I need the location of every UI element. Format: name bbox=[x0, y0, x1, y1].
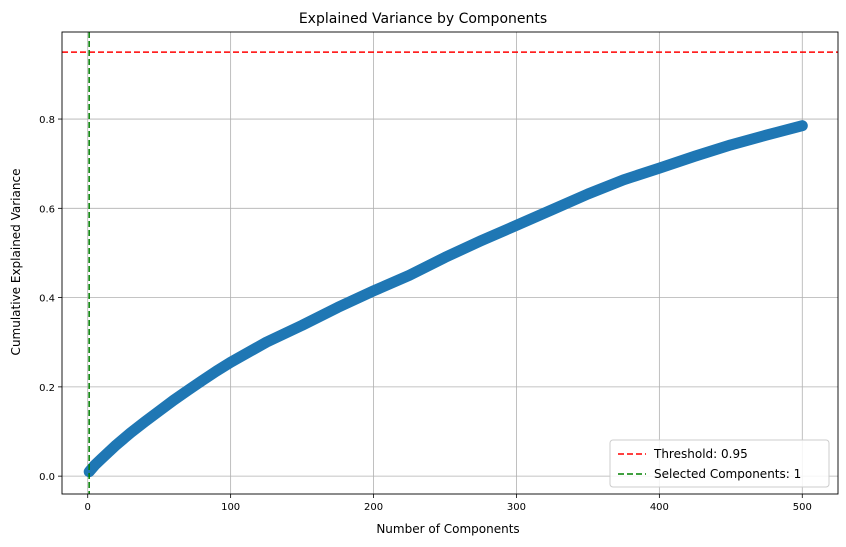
data-point bbox=[475, 235, 486, 246]
data-point bbox=[261, 337, 272, 348]
ticks: 0 100 200 300 400 500 0.0 0.2 0.4 0.6 0.8 bbox=[39, 115, 812, 513]
data-point bbox=[690, 151, 701, 162]
data-point bbox=[511, 220, 522, 231]
data-point bbox=[654, 163, 665, 174]
data-point bbox=[168, 395, 179, 406]
x-tick-label: 400 bbox=[650, 502, 669, 513]
data-point bbox=[139, 416, 150, 427]
data-point bbox=[761, 130, 772, 141]
legend-label: Threshold: 0.95 bbox=[653, 447, 748, 461]
x-tick-label: 0 bbox=[85, 502, 91, 513]
series-line bbox=[83, 120, 808, 478]
data-point bbox=[211, 366, 222, 377]
x-tick-label: 300 bbox=[507, 502, 526, 513]
data-point bbox=[125, 427, 136, 438]
data-point bbox=[404, 270, 415, 281]
x-tick-label: 100 bbox=[221, 502, 240, 513]
data-point bbox=[225, 357, 236, 368]
data-point bbox=[439, 252, 450, 263]
data-point bbox=[368, 285, 379, 296]
x-tick-label: 500 bbox=[793, 502, 812, 513]
data-point bbox=[154, 405, 165, 416]
data-point bbox=[618, 174, 629, 185]
y-tick-label: 0.4 bbox=[39, 294, 55, 305]
data-point bbox=[725, 139, 736, 150]
data-point bbox=[97, 453, 108, 464]
x-tick-label: 200 bbox=[364, 502, 383, 513]
chart-title: Explained Variance by Components bbox=[299, 11, 547, 27]
plot-frame bbox=[61, 31, 839, 495]
data-point bbox=[89, 459, 100, 470]
y-tick-label: 0.0 bbox=[39, 472, 55, 483]
legend-label: Selected Components: 1 bbox=[654, 467, 801, 481]
y-tick-label: 0.6 bbox=[39, 204, 55, 215]
y-tick-label: 0.8 bbox=[39, 115, 55, 126]
y-tick-label: 0.2 bbox=[39, 383, 55, 394]
data-point bbox=[84, 466, 95, 477]
data-point bbox=[197, 375, 208, 386]
x-axis-label: Number of Components bbox=[376, 522, 519, 536]
data-point bbox=[182, 385, 193, 396]
y-axis-label: Cumulative Explained Variance bbox=[9, 169, 23, 356]
data-point bbox=[547, 204, 558, 215]
legend: Threshold: 0.95 Selected Components: 1 bbox=[609, 439, 830, 488]
data-point bbox=[797, 120, 808, 131]
data-point bbox=[332, 302, 343, 313]
data-point bbox=[111, 439, 122, 450]
data-point bbox=[582, 189, 593, 200]
reference-lines bbox=[62, 32, 838, 494]
legend-box bbox=[609, 439, 830, 488]
series bbox=[83, 120, 808, 478]
data-point bbox=[297, 320, 308, 331]
